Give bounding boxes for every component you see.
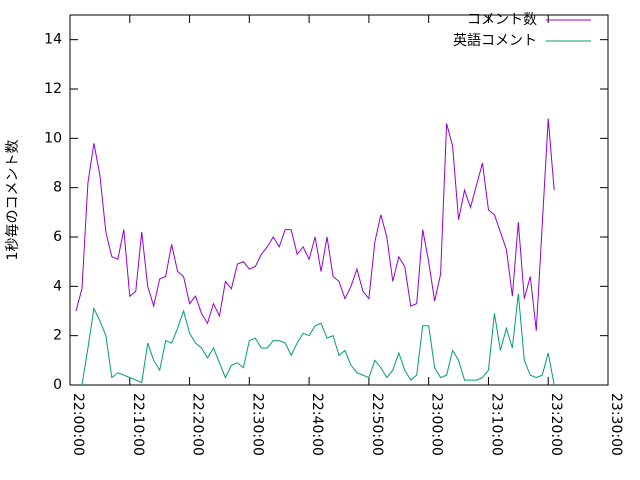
y-tick-label: 2 [53,328,62,344]
y-tick-label: 12 [44,81,62,97]
y-tick-label: 4 [53,278,62,294]
x-tick-label: 22:20:00 [190,393,206,456]
y-axis-label: 1秒毎のコメント数 [5,140,21,261]
x-tick-label: 23:20:00 [548,393,564,456]
legend-label: 英語コメント [453,32,537,49]
series-line [75,118,555,331]
x-tick-label: 22:30:00 [249,393,265,456]
plot-border [69,14,609,386]
y-tick-label: 14 [44,32,62,48]
x-tick-label: 23:30:00 [608,393,624,456]
x-tick-label: 22:40:00 [309,393,325,456]
y-tick-label: 10 [44,130,62,146]
x-tick-label: 23:00:00 [429,393,445,456]
x-tick-label: 23:10:00 [488,393,504,456]
x-tick-label: 22:50:00 [369,393,385,456]
series-line [81,293,555,386]
x-tick-label: 22:10:00 [130,393,146,456]
y-tick-label: 6 [53,229,62,245]
x-tick-label: 22:00:00 [70,393,86,456]
y-tick-label: 8 [53,180,62,196]
y-tick-label: 0 [53,377,62,393]
legend-label: コメント数 [467,12,537,28]
